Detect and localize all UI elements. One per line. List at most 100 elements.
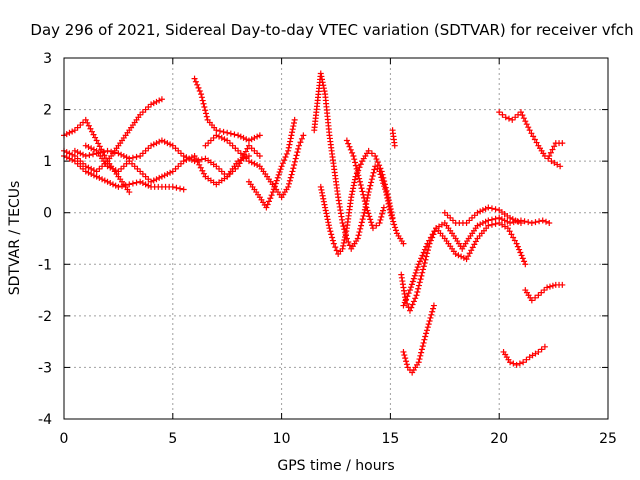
data-point — [342, 231, 349, 238]
data-point — [339, 245, 346, 252]
data-point — [546, 152, 553, 159]
data-point — [243, 136, 250, 143]
data-point — [285, 144, 292, 151]
chart-title: Day 296 of 2021, Sidereal Day-to-day VTE… — [30, 21, 633, 39]
data-point — [528, 130, 535, 137]
x-tick-label: 5 — [168, 431, 177, 447]
data-point — [332, 244, 339, 251]
data-point — [237, 156, 244, 163]
data-point — [413, 292, 420, 299]
data-point — [388, 208, 395, 215]
data-point — [458, 253, 465, 260]
data-point — [358, 219, 365, 226]
data-point — [290, 123, 297, 130]
data-point — [322, 204, 329, 211]
data-point — [413, 267, 420, 274]
y-tick-label: -1 — [38, 257, 52, 273]
data-point — [368, 176, 375, 183]
data-point — [122, 182, 129, 189]
data-point — [161, 138, 168, 145]
data-point — [285, 183, 292, 190]
data-point — [521, 258, 528, 265]
data-point — [158, 96, 165, 103]
data-point — [326, 225, 333, 232]
data-point — [350, 185, 357, 192]
data-point — [547, 149, 554, 156]
data-point — [297, 139, 304, 146]
data-point — [289, 168, 296, 175]
data-point — [402, 355, 409, 362]
data-point — [286, 141, 293, 148]
data-point — [66, 155, 73, 162]
plot-frame — [63, 57, 609, 420]
data-point — [227, 130, 234, 137]
data-point — [203, 113, 210, 120]
data-point — [281, 157, 288, 164]
data-point — [180, 186, 187, 193]
data-point — [426, 318, 433, 325]
data-point — [549, 146, 556, 153]
data-point — [356, 178, 363, 185]
data-point — [319, 189, 326, 196]
data-point — [515, 218, 522, 225]
data-point — [546, 283, 553, 290]
data-point — [401, 299, 408, 306]
data-point — [101, 177, 108, 184]
data-point — [254, 133, 261, 140]
data-point — [368, 179, 375, 186]
data-point — [386, 200, 393, 207]
data-point — [263, 204, 270, 211]
data-point — [129, 180, 136, 187]
data-point — [183, 156, 190, 163]
data-point — [377, 216, 384, 223]
data-point — [538, 346, 545, 353]
data-point — [133, 153, 140, 160]
data-point — [400, 348, 407, 355]
data-point — [488, 216, 495, 223]
data-point — [317, 183, 324, 190]
data-point — [371, 166, 378, 173]
data-point — [421, 336, 428, 343]
data-point — [66, 129, 73, 136]
data-point — [322, 207, 329, 214]
data-point — [129, 154, 136, 161]
data-point — [118, 151, 125, 158]
data-point — [403, 358, 410, 365]
data-point — [319, 79, 326, 86]
data-point — [400, 240, 407, 247]
data-point — [352, 173, 359, 180]
data-point — [351, 176, 358, 183]
data-point — [112, 167, 119, 174]
data-point — [216, 128, 223, 135]
data-point — [418, 346, 425, 353]
data-point — [369, 172, 376, 179]
data-point — [340, 242, 347, 249]
data-point — [492, 206, 499, 213]
data-point — [63, 154, 70, 161]
data-point — [536, 218, 543, 225]
data-point — [318, 73, 325, 80]
data-point — [148, 142, 155, 149]
data-point — [380, 204, 387, 211]
data-point — [523, 356, 530, 363]
data-point — [126, 189, 133, 196]
data-point — [296, 142, 303, 149]
data-point — [291, 158, 298, 165]
data-point — [86, 152, 93, 159]
data-point — [292, 155, 299, 162]
data-point — [383, 187, 390, 194]
data-point — [355, 172, 362, 179]
data-point — [218, 134, 225, 141]
data-point — [377, 165, 384, 172]
data-point — [295, 145, 302, 152]
data-point — [271, 183, 278, 190]
series-arc2 — [61, 96, 165, 175]
data-point — [355, 232, 362, 239]
data-point — [80, 151, 87, 158]
data-point — [343, 137, 350, 144]
data-point — [213, 127, 220, 134]
data-point — [373, 222, 380, 229]
data-point — [518, 252, 525, 259]
data-point — [221, 136, 228, 143]
data-point — [90, 146, 97, 153]
